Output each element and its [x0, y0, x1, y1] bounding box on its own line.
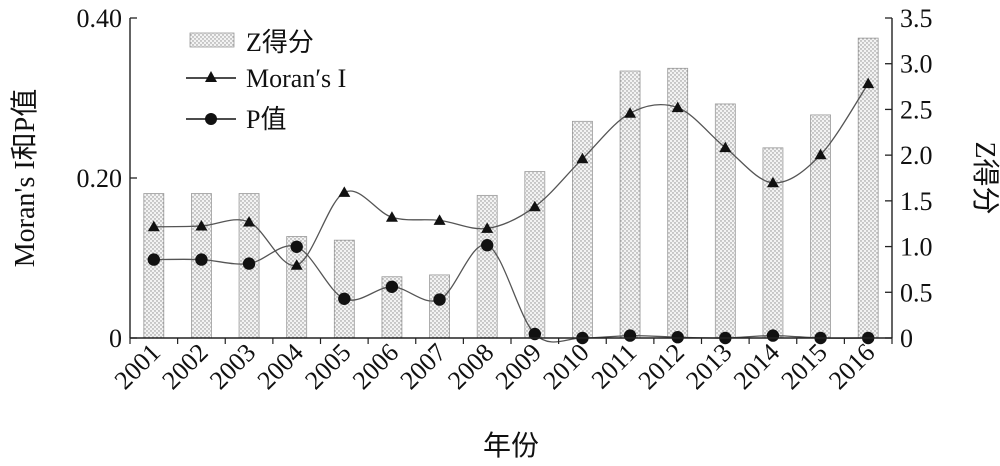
x-tick-label-2004: 2004	[252, 338, 309, 395]
point-p-2004	[290, 240, 303, 253]
bar-z-2005	[333, 239, 355, 339]
point-p-2007	[433, 293, 446, 306]
left-tick-label: 0.20	[77, 164, 123, 193]
point-moran-2008	[481, 222, 494, 233]
right-tick-label: 2.0	[900, 141, 933, 170]
right-tick-label: 3.0	[900, 50, 933, 79]
bar-z-2008	[476, 194, 498, 339]
point-moran-2011	[624, 107, 637, 118]
x-tick-label-2003: 2003	[204, 338, 261, 395]
right-tick-label: 2.5	[900, 95, 933, 124]
right-tick-label: 1.5	[900, 187, 933, 216]
line-moran	[153, 83, 869, 266]
point-moran-2005	[338, 186, 351, 197]
point-moran-2009	[528, 200, 541, 212]
plot-area	[143, 37, 879, 345]
x-tick-label-2008: 2008	[442, 338, 499, 395]
point-p-2012	[671, 331, 684, 344]
x-tick-label-2009: 2009	[490, 338, 547, 395]
x-tick-label-2014: 2014	[728, 338, 785, 395]
right-tick-label: 0	[900, 324, 913, 353]
left-y-ticks: 0 0.20 0.40	[77, 4, 137, 353]
point-p-2001	[147, 253, 161, 266]
point-p-2008	[480, 239, 494, 252]
legend-bar-swatch	[189, 32, 235, 48]
right-tick-label: 1.0	[900, 233, 933, 262]
x-tick-label-2012: 2012	[633, 338, 690, 395]
left-tick-label: 0	[109, 324, 122, 353]
point-moran-2013	[719, 141, 732, 153]
left-tick-label: 0.40	[77, 4, 123, 33]
point-p-2002	[195, 253, 208, 266]
point-moran-2001	[147, 220, 160, 232]
y-axis-left-title: Moran's I和P值	[9, 89, 41, 268]
bar-z-2009	[524, 171, 546, 339]
x-tick-label-2016: 2016	[823, 338, 880, 395]
point-p-2003	[242, 257, 256, 270]
x-tick-label-2005: 2005	[299, 338, 356, 395]
bar-z-2007	[429, 274, 450, 339]
point-moran-2014	[766, 176, 779, 188]
point-moran-2007	[433, 214, 446, 225]
x-tick-label-2002: 2002	[156, 338, 213, 395]
x-tick-label-2013: 2013	[680, 338, 737, 395]
legend-label-z: Z得分	[246, 28, 314, 57]
bar-z-2013	[714, 103, 736, 339]
point-p-2011	[623, 329, 637, 342]
point-p-2009	[528, 327, 542, 341]
x-tick-label-2015: 2015	[776, 338, 833, 395]
x-tick-label-2011: 2011	[586, 338, 643, 395]
x-axis-title: 年份	[483, 430, 539, 462]
point-moran-2012	[671, 101, 684, 113]
point-moran-2006	[385, 211, 398, 222]
bar-z-2014	[762, 147, 784, 339]
point-p-2005	[338, 292, 351, 305]
point-moran-2015	[814, 148, 827, 160]
point-moran-2004	[290, 259, 303, 270]
legend-circle-marker	[205, 113, 217, 125]
point-moran-2010	[576, 152, 589, 164]
x-ticks: 2001200220032004200520062007200820092010…	[109, 338, 893, 395]
legend-triangle-marker	[205, 71, 217, 82]
point-moran-2016	[862, 77, 875, 89]
x-tick-label-2007: 2007	[395, 338, 452, 395]
line-p	[153, 244, 869, 343]
legend: Z得分 Moran′s I P值	[186, 28, 346, 134]
point-moran-2002	[195, 220, 208, 231]
x-tick-label-2006: 2006	[347, 338, 404, 395]
legend-label-p: P值	[246, 105, 286, 134]
legend-label-moran: Moran′s I	[246, 64, 346, 93]
point-moran-2003	[243, 216, 256, 227]
x-tick-label-2010: 2010	[537, 338, 594, 395]
right-tick-label: 0.5	[900, 278, 933, 307]
point-p-2006	[385, 280, 399, 293]
point-p-2014	[766, 329, 780, 342]
right-y-ticks: 0 0.5 1.0 1.5 2.0 2.5 3.0 3.5	[885, 4, 933, 353]
y-axis-right-title: Z得分	[969, 141, 1000, 214]
bar-z-2015	[810, 114, 831, 339]
right-tick-label: 3.5	[900, 4, 933, 33]
